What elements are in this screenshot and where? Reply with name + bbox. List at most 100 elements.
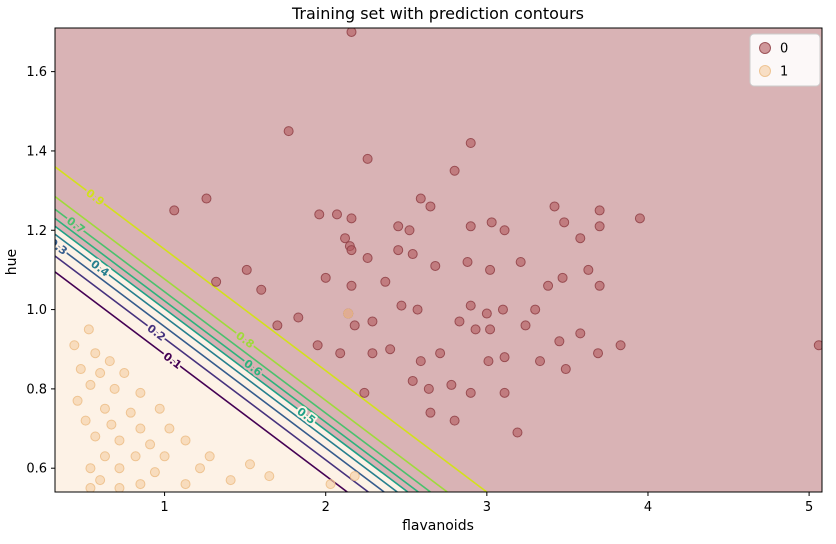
data-point-class0 (272, 320, 283, 331)
contour-lines (55, 166, 488, 492)
data-point-class0 (549, 201, 560, 212)
data-point-class0 (486, 217, 497, 228)
data-point-class0 (211, 276, 222, 287)
data-point-class0 (449, 415, 460, 426)
data-point-class1 (180, 435, 191, 446)
data-point-class0 (499, 387, 510, 398)
data-point-class0 (497, 304, 508, 315)
data-point-class0 (385, 344, 396, 355)
data-point-class1 (114, 483, 125, 492)
legend: 0 1 (749, 33, 821, 87)
contour-line-0.4 (55, 233, 398, 492)
data-point-class0 (560, 364, 571, 375)
contour-line-0.9 (55, 166, 488, 492)
data-point-class0 (594, 205, 605, 216)
data-point-class1 (90, 431, 101, 442)
data-point-class0 (201, 193, 212, 204)
data-point-class0 (346, 28, 357, 37)
data-point-class1 (125, 407, 136, 418)
data-point-class0 (483, 356, 494, 367)
data-point-class0 (435, 348, 446, 359)
contour-line-0.2 (55, 255, 369, 492)
data-point-class0 (362, 153, 373, 164)
legend-label-class1: 1 (780, 65, 788, 80)
x-tick-label: 1 (160, 500, 168, 515)
data-point-class1 (154, 403, 165, 414)
data-point-class0 (583, 264, 594, 275)
data-point-class1 (104, 356, 115, 367)
data-point-class0 (367, 348, 378, 359)
data-point-class1 (244, 459, 255, 470)
data-point-class0 (314, 209, 325, 220)
data-point-class1 (264, 471, 275, 482)
data-point-class0 (283, 126, 294, 137)
data-point-class0 (575, 233, 586, 244)
x-tick-label: 4 (644, 500, 652, 515)
data-point-class1 (85, 379, 96, 390)
data-point-class0 (415, 356, 426, 367)
data-point-class1 (145, 439, 156, 450)
data-point-class1 (135, 479, 146, 490)
data-point-class0 (530, 304, 541, 315)
data-point-class0 (485, 324, 496, 335)
data-point-class0 (312, 340, 323, 351)
y-tick-label: 1.4 (26, 144, 47, 159)
data-point-class0 (594, 221, 605, 232)
data-point-class0 (293, 312, 304, 323)
data-point-class1 (83, 324, 94, 335)
data-point-class0 (320, 272, 331, 283)
data-point-class0 (346, 280, 357, 291)
x-tick-label: 5 (805, 500, 813, 515)
data-point-class0 (813, 340, 822, 351)
decision-region-fills (55, 28, 822, 492)
data-point-class0 (465, 221, 476, 232)
data-point-class1 (106, 419, 117, 430)
data-point-class0 (465, 387, 476, 398)
data-point-class0 (554, 336, 565, 347)
data-point-class1 (180, 479, 191, 490)
data-point-class0 (470, 324, 481, 335)
data-point-class0 (535, 356, 546, 367)
y-axis-label: hue (4, 249, 20, 275)
data-point-class1 (85, 463, 96, 474)
data-point-class0 (430, 260, 441, 271)
data-point-class1 (164, 423, 175, 434)
data-point-class0 (615, 340, 626, 351)
data-point-class0 (481, 308, 492, 319)
data-point-class0 (634, 213, 645, 224)
data-point-class1 (195, 463, 206, 474)
y-tick-label: 1.2 (26, 224, 47, 239)
data-point-class0 (412, 304, 423, 315)
scatter-points (69, 28, 822, 492)
data-point-class0 (393, 245, 404, 256)
x-tick-label: 2 (322, 500, 330, 515)
data-point-class0 (359, 387, 370, 398)
contour-line-0.7 (55, 208, 431, 492)
data-point-class1 (135, 423, 146, 434)
data-point-class0 (396, 300, 407, 311)
data-point-class1 (343, 308, 354, 319)
data-point-class0 (543, 280, 554, 291)
data-point-class0 (425, 407, 436, 418)
data-point-class0 (462, 256, 473, 267)
data-point-class0 (331, 209, 342, 220)
axes-border (54, 27, 823, 493)
data-point-class0 (423, 383, 434, 394)
contour-line-0.5 (55, 225, 409, 492)
data-point-class0 (346, 213, 357, 224)
data-point-class0 (415, 193, 426, 204)
data-point-class1 (225, 475, 236, 486)
contour-line-0.1 (55, 271, 348, 492)
data-point-class0 (465, 300, 476, 311)
contour-line-0.8 (55, 195, 448, 492)
data-point-class0 (557, 272, 568, 283)
data-point-class0 (593, 348, 604, 359)
data-point-class1 (95, 368, 106, 379)
data-point-class1 (95, 475, 106, 486)
data-point-class1 (204, 451, 215, 462)
contour-line-0.6 (55, 217, 419, 492)
x-axis-label: flavanoids (402, 518, 474, 534)
data-point-class1 (325, 479, 336, 490)
data-point-class0 (454, 316, 465, 327)
